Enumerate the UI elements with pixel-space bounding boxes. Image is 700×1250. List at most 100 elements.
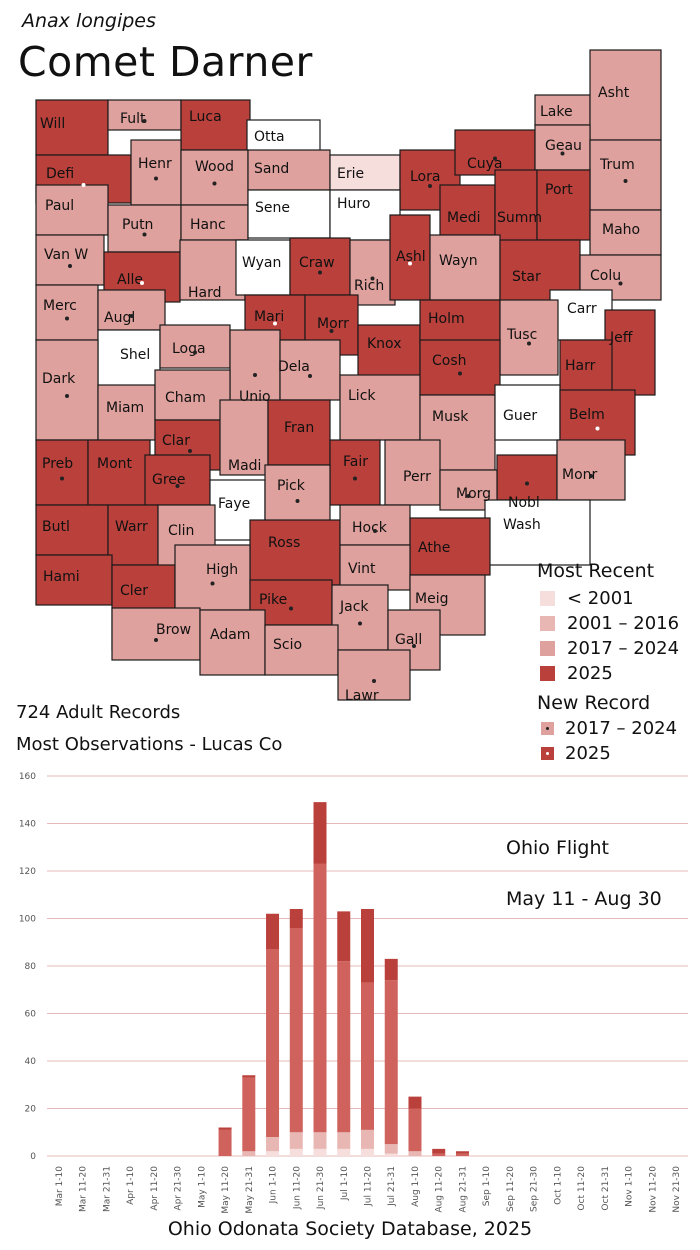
new-record-marker (81, 183, 86, 187)
new-record-marker (493, 156, 497, 161)
y-tick-label: 160 (19, 772, 36, 782)
county-label: Belm (569, 407, 605, 423)
new-record-marker (140, 281, 144, 285)
new-record-marker (370, 276, 375, 281)
x-tick-label: Nov 11-20 (648, 1166, 658, 1213)
county-label: Fran (284, 420, 314, 436)
county-label: Dark (42, 371, 76, 387)
county-label: Warr (115, 519, 148, 535)
most-observations: Most Observations - Lucas Co (16, 734, 283, 755)
x-tick-label: May 21-31 (245, 1166, 255, 1214)
new-record-marker (428, 184, 432, 188)
bar-segment (313, 802, 327, 864)
county-huro (329, 189, 401, 241)
county-label: Lawr (345, 688, 379, 704)
county-label: Lake (540, 104, 573, 120)
bar-segment (337, 1148, 351, 1156)
y-tick-label: 60 (25, 1010, 37, 1020)
county-label: Wood (195, 159, 234, 175)
x-tick-label: Aug 11-20 (435, 1166, 445, 1213)
bar-segment (289, 1148, 303, 1156)
county-label: Port (545, 182, 573, 198)
bar-segment (266, 1137, 280, 1152)
county-label: Alle (117, 272, 143, 288)
county-label: Van W (44, 247, 88, 263)
x-tick-label: Nov 21-30 (672, 1166, 682, 1213)
bar-segment (361, 909, 374, 983)
county-label: Faye (218, 496, 250, 512)
county-wayn (429, 234, 501, 301)
x-tick-label: Sep 21-30 (530, 1166, 540, 1212)
new-record-marker (65, 316, 69, 321)
county-label: Hard (188, 285, 222, 301)
county-label: Star (512, 269, 541, 285)
flight-annotation-title: Ohio Flight (506, 837, 609, 859)
county-lawr (337, 649, 411, 701)
county-unio (229, 329, 281, 409)
new-record-marker (353, 476, 357, 481)
county-label: Cuya (467, 156, 503, 172)
x-tick-label: Jun 1-10 (269, 1166, 279, 1205)
county-trum (589, 139, 662, 211)
county-label: Mont (97, 456, 133, 472)
county-label: Jack (339, 599, 369, 615)
x-tick-label: Mar 21-31 (102, 1166, 112, 1212)
county-label: Cosh (432, 353, 467, 369)
bar-segment (289, 928, 303, 1133)
species-scientific-name: Anax longipes (22, 10, 156, 32)
new-record-marker (458, 371, 462, 376)
county-mont (87, 439, 151, 506)
new-record-marker (142, 119, 147, 123)
bar-segment (289, 1132, 303, 1149)
bar-segment (384, 1144, 398, 1154)
county-athe (409, 517, 491, 576)
county-label: High (206, 562, 238, 578)
record-count: 724 Adult Records (16, 702, 181, 723)
county-perr (384, 439, 441, 506)
county-lick (339, 374, 421, 441)
x-tick-label: Sep 11-20 (506, 1166, 516, 1212)
county-label: Ashl (396, 249, 426, 265)
county-fran (267, 399, 331, 466)
x-tick-label: Jul 21-31 (387, 1166, 397, 1207)
county-fair (329, 439, 381, 506)
bar-segment (242, 1075, 256, 1078)
county-hard (179, 239, 246, 301)
bar-segment (361, 1129, 374, 1149)
county-label: Erie (337, 166, 364, 182)
x-tick-label: Apr 11-20 (150, 1166, 160, 1211)
county-dela (279, 339, 341, 401)
county-label: Merc (43, 298, 77, 314)
y-tick-label: 20 (25, 1105, 37, 1115)
county-will (35, 99, 109, 156)
bar-segment (242, 1077, 256, 1152)
new-record-marker (154, 176, 158, 181)
x-tick-label: Oct 11-20 (577, 1166, 587, 1211)
county-label: Knox (367, 336, 401, 352)
county-craw (289, 237, 351, 296)
county-label: Luca (189, 109, 222, 125)
new-record-marker (412, 644, 416, 648)
legend-new-swatch (541, 722, 554, 735)
county-label: Gree (152, 472, 186, 488)
x-tick-label: Aug 1-10 (411, 1166, 421, 1207)
county-henr (130, 139, 182, 206)
county-label: Holm (428, 311, 465, 327)
county-label: Huro (337, 196, 370, 212)
new-record-marker (210, 581, 215, 586)
x-tick-label: Aug 21-31 (458, 1166, 468, 1213)
county-label: Loga (172, 341, 206, 357)
county-label: Cham (165, 390, 206, 406)
x-tick-label: Apr 21-30 (174, 1166, 184, 1211)
county-label: Paul (45, 198, 74, 214)
county-label: Fair (343, 454, 368, 470)
county-hanc (180, 204, 249, 241)
county-nobl (496, 454, 558, 501)
new-record-marker (623, 179, 628, 183)
bar-segment (432, 1153, 446, 1156)
county-van-w (35, 234, 105, 286)
county-label: Henr (138, 156, 172, 172)
county-madi (219, 399, 269, 476)
county-label: Tusc (506, 327, 537, 343)
county-layer (35, 49, 662, 701)
